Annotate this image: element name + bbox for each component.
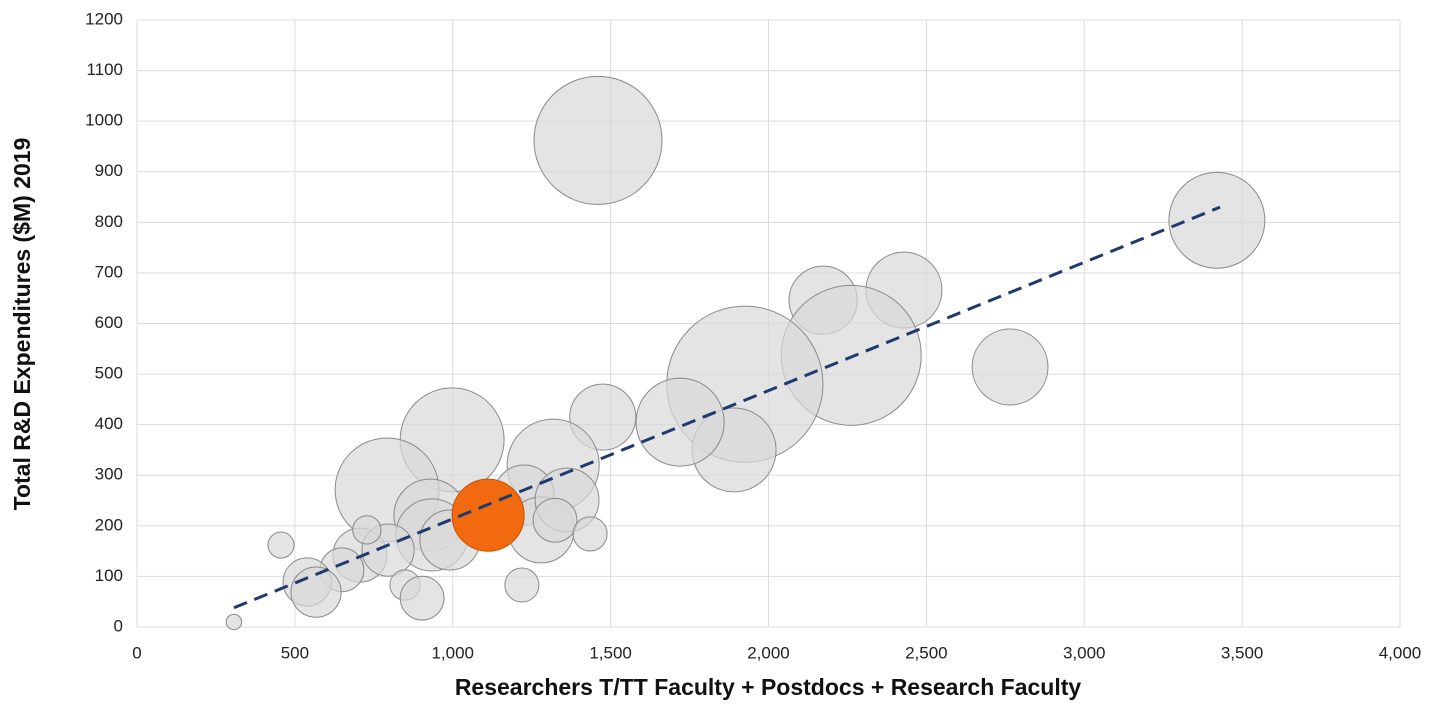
bubble — [635, 377, 725, 467]
bubble — [532, 497, 578, 543]
x-tick-label: 3,000 — [1063, 643, 1106, 662]
x-tick-label: 2,000 — [747, 643, 790, 662]
y-tick-label: 300 — [95, 465, 123, 484]
y-tick-label: 900 — [95, 161, 123, 180]
y-tick-label: 400 — [95, 414, 123, 433]
bubble — [533, 75, 663, 205]
y-tick-label: 500 — [95, 364, 123, 383]
trendline — [233, 205, 1221, 610]
x-tick-label: 1,000 — [431, 643, 474, 662]
bubble — [399, 575, 445, 621]
y-tick-label: 200 — [95, 515, 123, 534]
x-tick-label: 3,500 — [1221, 643, 1264, 662]
bubble — [352, 515, 382, 545]
bubble — [225, 613, 243, 631]
y-tick-label: 600 — [95, 313, 123, 332]
y-tick-label: 100 — [95, 566, 123, 585]
bubble — [504, 567, 540, 603]
y-tick-label: 800 — [95, 212, 123, 231]
y-tick-label: 0 — [114, 616, 123, 635]
y-tick-label: 1100 — [86, 60, 123, 79]
bubble — [572, 516, 608, 552]
x-axis-title: Researchers T/TT Faculty + Postdocs + Re… — [455, 674, 1082, 700]
x-tick-label: 500 — [281, 643, 309, 662]
x-tick-label: 0 — [132, 643, 141, 662]
y-tick-label: 1200 — [85, 9, 123, 28]
x-tick-label: 4,000 — [1379, 643, 1422, 662]
y-axis-title: Total R&D Expenditures ($M) 2019 — [9, 138, 35, 511]
y-tick-label: 1000 — [85, 111, 123, 130]
bubble — [267, 531, 295, 559]
x-tick-label: 2,500 — [905, 643, 948, 662]
bubble — [1168, 171, 1266, 269]
bubble — [971, 328, 1049, 406]
x-tick-label: 1,500 — [589, 643, 632, 662]
y-tick-label: 700 — [95, 262, 123, 281]
